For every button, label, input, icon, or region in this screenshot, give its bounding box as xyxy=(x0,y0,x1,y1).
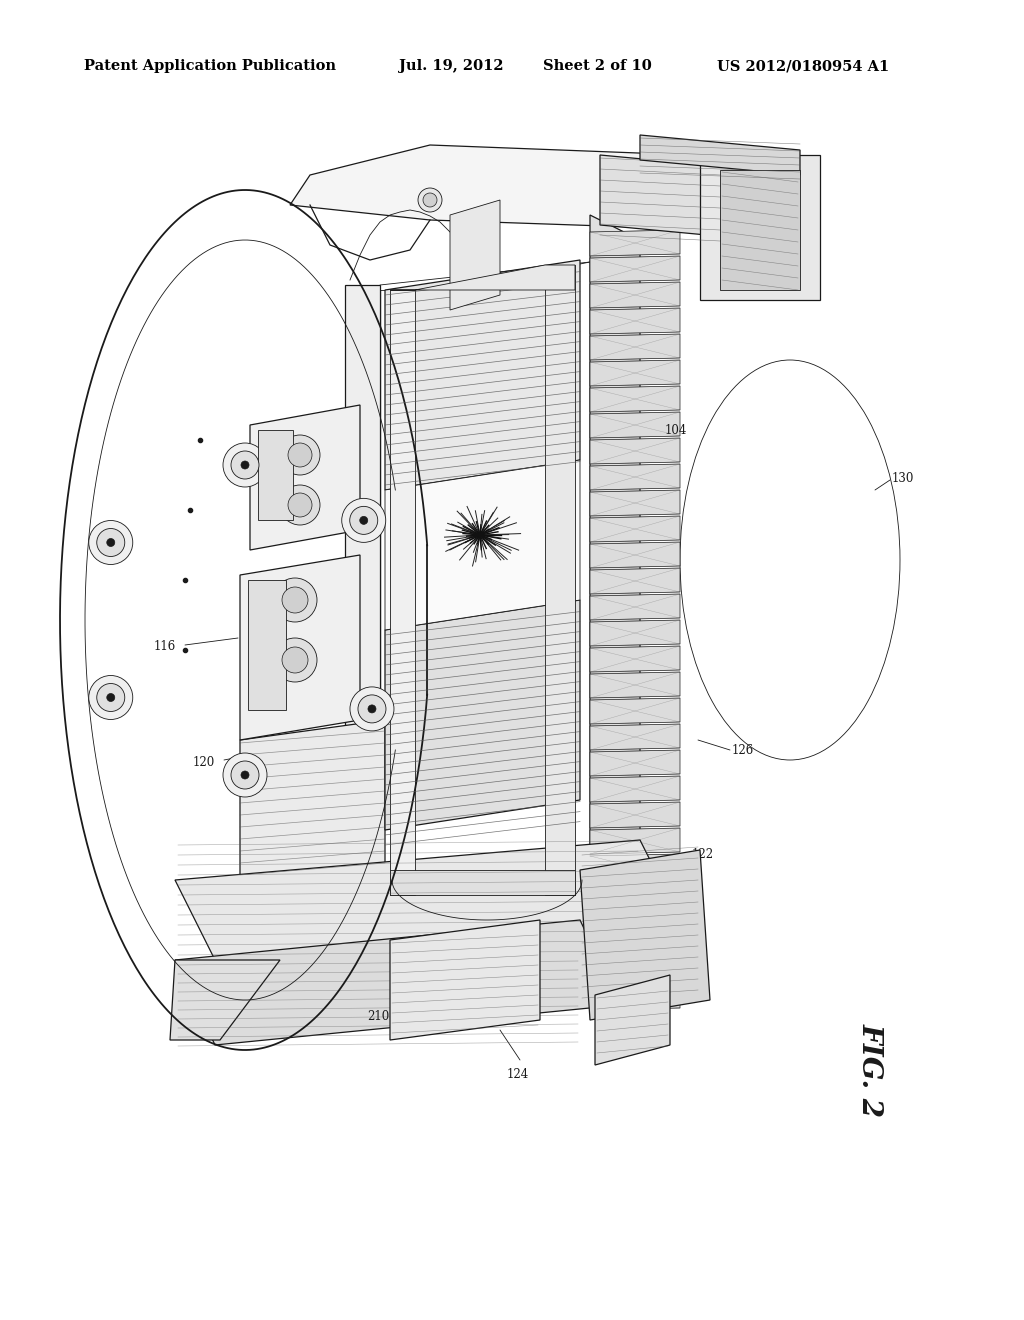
Polygon shape xyxy=(640,135,800,176)
Text: Patent Application Publication: Patent Application Publication xyxy=(84,59,336,74)
Polygon shape xyxy=(290,145,750,230)
Circle shape xyxy=(273,578,317,622)
Circle shape xyxy=(231,762,259,789)
Circle shape xyxy=(223,752,267,797)
Circle shape xyxy=(350,686,394,731)
Polygon shape xyxy=(590,215,640,931)
Polygon shape xyxy=(590,620,680,645)
Polygon shape xyxy=(590,438,680,465)
Circle shape xyxy=(342,499,386,543)
Polygon shape xyxy=(590,465,680,490)
Circle shape xyxy=(350,507,378,535)
Text: Sheet 2 of 10: Sheet 2 of 10 xyxy=(543,59,651,74)
Circle shape xyxy=(282,587,308,612)
Circle shape xyxy=(223,444,267,487)
Text: 126: 126 xyxy=(732,743,755,756)
Circle shape xyxy=(106,539,115,546)
Polygon shape xyxy=(590,958,680,983)
Polygon shape xyxy=(590,230,680,256)
Polygon shape xyxy=(580,850,710,1020)
Text: 122: 122 xyxy=(692,847,714,861)
Circle shape xyxy=(273,638,317,682)
Text: 112: 112 xyxy=(516,491,538,504)
Polygon shape xyxy=(450,201,500,310)
Bar xyxy=(258,430,293,520)
Polygon shape xyxy=(590,854,680,880)
Polygon shape xyxy=(590,282,680,308)
Polygon shape xyxy=(240,719,385,890)
Text: 120: 120 xyxy=(193,755,215,768)
Text: 124: 124 xyxy=(507,1068,529,1081)
Circle shape xyxy=(418,187,442,213)
Circle shape xyxy=(96,684,125,711)
Polygon shape xyxy=(590,385,680,412)
Polygon shape xyxy=(175,840,680,960)
Polygon shape xyxy=(390,290,415,895)
Polygon shape xyxy=(590,645,680,672)
Polygon shape xyxy=(590,776,680,803)
Polygon shape xyxy=(590,412,680,438)
Polygon shape xyxy=(590,490,680,516)
Polygon shape xyxy=(590,256,680,282)
Polygon shape xyxy=(700,154,820,300)
Polygon shape xyxy=(390,870,575,895)
Polygon shape xyxy=(590,334,680,360)
Polygon shape xyxy=(170,960,280,1040)
Bar xyxy=(248,579,286,710)
Circle shape xyxy=(288,444,312,467)
Polygon shape xyxy=(590,698,680,723)
Circle shape xyxy=(96,528,125,557)
Circle shape xyxy=(423,193,437,207)
Polygon shape xyxy=(590,880,680,906)
Text: 104: 104 xyxy=(665,424,687,437)
Polygon shape xyxy=(590,828,680,854)
Text: 130: 130 xyxy=(892,471,914,484)
Polygon shape xyxy=(590,543,680,568)
Polygon shape xyxy=(390,920,540,1040)
Polygon shape xyxy=(590,672,680,698)
Polygon shape xyxy=(590,803,680,828)
Circle shape xyxy=(241,771,249,779)
Polygon shape xyxy=(590,906,680,932)
Polygon shape xyxy=(545,265,575,895)
Circle shape xyxy=(288,492,312,517)
Text: Jul. 19, 2012: Jul. 19, 2012 xyxy=(399,59,504,74)
Circle shape xyxy=(280,436,319,475)
Polygon shape xyxy=(590,750,680,776)
Polygon shape xyxy=(590,723,680,750)
Polygon shape xyxy=(590,516,680,543)
Polygon shape xyxy=(175,920,620,1045)
Text: 210: 210 xyxy=(367,1010,389,1023)
Polygon shape xyxy=(385,260,580,490)
Polygon shape xyxy=(590,360,680,385)
Polygon shape xyxy=(720,170,800,290)
Circle shape xyxy=(359,516,368,524)
Polygon shape xyxy=(595,975,670,1065)
Text: 116: 116 xyxy=(154,640,176,653)
Circle shape xyxy=(241,461,249,469)
Circle shape xyxy=(106,693,115,701)
Polygon shape xyxy=(390,265,575,290)
Circle shape xyxy=(89,520,133,565)
Polygon shape xyxy=(385,601,580,830)
Polygon shape xyxy=(590,594,680,620)
Polygon shape xyxy=(345,285,380,931)
Circle shape xyxy=(282,647,308,673)
Circle shape xyxy=(231,451,259,479)
Circle shape xyxy=(358,694,386,723)
Text: 106: 106 xyxy=(315,463,338,477)
Polygon shape xyxy=(600,154,760,240)
Circle shape xyxy=(89,676,133,719)
Polygon shape xyxy=(250,405,360,550)
Polygon shape xyxy=(590,983,680,1010)
Polygon shape xyxy=(385,459,580,630)
Circle shape xyxy=(368,705,376,713)
Circle shape xyxy=(280,484,319,525)
Text: FIG. 2: FIG. 2 xyxy=(856,1023,884,1117)
Polygon shape xyxy=(590,568,680,594)
Text: US 2012/0180954 A1: US 2012/0180954 A1 xyxy=(717,59,889,74)
Polygon shape xyxy=(590,932,680,958)
Polygon shape xyxy=(590,308,680,334)
Polygon shape xyxy=(240,554,360,741)
